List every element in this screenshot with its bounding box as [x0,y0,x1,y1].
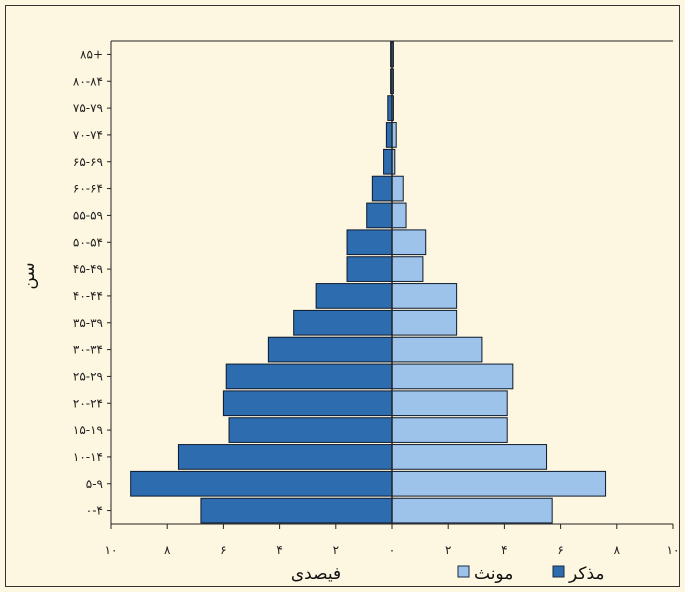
x-tick-label-9: ۸ [614,543,621,557]
population-pyramid-chart: ۰-۴ ۵-۹ ۱۰-۱۴ ۱۵-۱۹ ۲۰-۲۴ ۲۵-۲۹ ۳۰-۳۴ ۳۵-۳۹ ۴۰-۴… [19,40,680,584]
x-tick-labels: ۱۰ ۸ ۶ ۴ ۲ ۰ ۲ ۴ ۶ ۸ ۱۰ [105,543,680,557]
bars-layer [130,41,607,524]
x-tick-label-3: ۴ [276,543,282,557]
bar-female-1 [391,470,607,497]
y-tick-label-4: ۲۰-۲۴ [73,396,103,410]
y-tick-label-12: ۶۰-۶۴ [73,182,103,196]
bar-male-14 [385,122,393,148]
bar-male-6 [267,336,393,363]
bar-female-5 [391,363,514,390]
bar-female-9 [391,256,424,282]
bar-male-3 [228,417,393,443]
bar-male-10 [346,229,393,256]
x-tick-label-1: ۸ [164,543,171,557]
bar-female-7 [391,309,458,336]
bar-female-0 [391,497,553,524]
y-tick-label-3: ۱۵-۱۹ [73,423,103,437]
legend-swatch-male [552,565,565,578]
y-tick-label-16: ۸۰-۸۴ [73,74,103,88]
bar-male-2 [177,444,393,470]
x-axis-title: فیصدی [291,564,341,584]
bar-male-7 [293,309,393,336]
axis-layer [107,40,674,529]
chart-frame: ۰-۴ ۵-۹ ۱۰-۱۴ ۱۵-۱۹ ۲۰-۲۴ ۲۵-۲۹ ۳۰-۳۴ ۳۵-۳۹ ۴۰-۴… [5,5,680,587]
bar-male-9 [346,256,393,282]
x-tick-label-2: ۶ [220,543,226,557]
y-tick-label-17: ۸۵+ [80,47,103,61]
y-tick-label-0: ۰-۴ [86,504,103,518]
y-tick-labels: ۰-۴ ۵-۹ ۱۰-۱۴ ۱۵-۱۹ ۲۰-۲۴ ۲۵-۲۹ ۳۰-۳۴ ۳۵-۳۹ ۴۰-۴… [73,47,103,517]
bar-female-8 [391,283,458,309]
legend: مونث مذکر [457,564,605,584]
bar-male-12 [371,175,393,202]
bar-male-4 [222,390,393,417]
y-tick-label-8: ۴۰-۴۴ [73,289,103,303]
x-tick-label-5: ۰ [389,543,395,557]
bar-female-12 [391,175,404,202]
legend-label-female: مونث [474,564,513,584]
bar-female-2 [391,444,548,470]
y-tick-label-9: ۴۵-۴۹ [73,262,103,276]
x-tick-label-10: ۱۰ [667,543,680,557]
y-tick-label-15: ۷۵-۷۹ [73,101,103,115]
y-axis-title: سن [19,262,39,289]
bar-male-5 [225,363,393,390]
y-tick-label-10: ۵۰-۵۴ [73,235,103,249]
bar-male-11 [366,202,393,229]
x-tick-label-4: ۲ [333,543,339,557]
x-tick-label-6: ۲ [445,543,451,557]
bar-female-3 [391,417,508,443]
y-tick-label-7: ۳۵-۳۹ [73,316,103,330]
bar-male-1 [130,470,393,497]
bar-female-11 [391,202,407,229]
y-tick-label-1: ۵-۹ [86,477,103,491]
bar-male-8 [315,283,393,309]
y-tick-label-13: ۶۵-۶۹ [73,155,103,169]
bar-female-10 [391,229,427,256]
y-tick-label-5: ۲۵-۲۹ [73,369,103,383]
y-tick-label-2: ۱۰-۱۴ [73,450,103,464]
x-tick-label-8: ۶ [557,543,563,557]
x-tick-label-0: ۱۰ [105,543,118,557]
x-tick-label-7: ۴ [501,543,507,557]
bar-female-6 [391,336,483,363]
y-tick-label-6: ۳۰-۳۴ [73,343,103,357]
y-tick-label-14: ۷۰-۷۴ [73,128,103,142]
bar-male-0 [200,497,393,524]
y-tick-label-11: ۵۵-۵۹ [73,208,103,222]
bar-male-13 [383,148,393,175]
legend-label-male: مذکر [568,564,605,584]
legend-swatch-female [457,565,470,578]
bar-female-4 [391,390,508,417]
